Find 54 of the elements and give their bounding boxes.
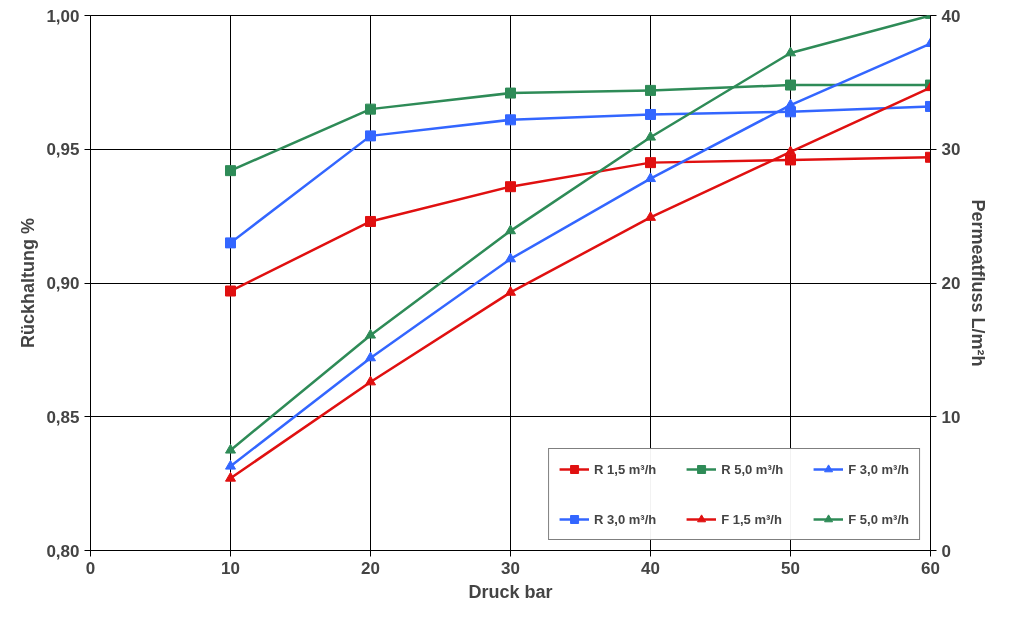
point [365,375,376,386]
x-tick-label: 0 [85,558,96,578]
y-tick-label: 1,00 [46,6,80,26]
point [225,472,236,482]
point [505,114,516,126]
y2-tick-label: 30 [941,140,961,160]
point [225,459,236,470]
y2-axis-title: Permeatfluss L/m²h [968,199,989,367]
y-tick-label: 0,90 [46,274,80,293]
legend-label: F 3,0 m³/h [848,461,909,477]
point [505,87,516,99]
point [505,286,516,296]
y2-tick-label: 20 [941,274,961,293]
point [785,79,796,91]
point [645,108,656,120]
y-tick-label: 0,85 [46,407,80,427]
point [225,237,236,249]
y2-tick-label: 10 [941,407,961,427]
y-tick-label: 0,95 [46,140,80,160]
y2-tick-label: 0 [941,541,951,561]
x-tick-label: 10 [221,558,240,578]
legend-label: R 5,0 m³/h [721,461,784,477]
x-tick-label: 60 [921,558,940,578]
point [645,211,656,221]
point [365,103,376,115]
y-axis-title: Rückhaltung % [18,217,39,348]
y-tick-label: 0,80 [46,541,80,561]
point [225,285,236,297]
point [365,328,376,339]
x-tick-label: 40 [641,558,660,578]
point [645,157,656,169]
point [785,46,796,57]
point [225,165,236,177]
point [365,215,376,227]
point [785,154,796,166]
legend-label: F 1,5 m³/h [721,511,782,527]
legend-label: R 1,5 m³/h [594,461,657,477]
point [365,130,376,142]
x-tick-label: 50 [781,558,800,578]
point [505,181,516,193]
point [505,224,516,235]
point [225,443,236,454]
x-tick-label: 30 [501,558,520,578]
point [645,172,656,183]
y2-tick-label: 40 [941,6,961,26]
point [505,252,516,263]
point [645,84,656,96]
legend-label: F 5,0 m³/h [848,511,909,527]
point [645,130,656,141]
x-tick-label: 20 [361,558,380,578]
point [365,351,376,362]
point [785,145,796,156]
legend-label: R 3,0 m³/h [594,511,657,527]
x-axis-title: Druck bar [468,581,553,602]
